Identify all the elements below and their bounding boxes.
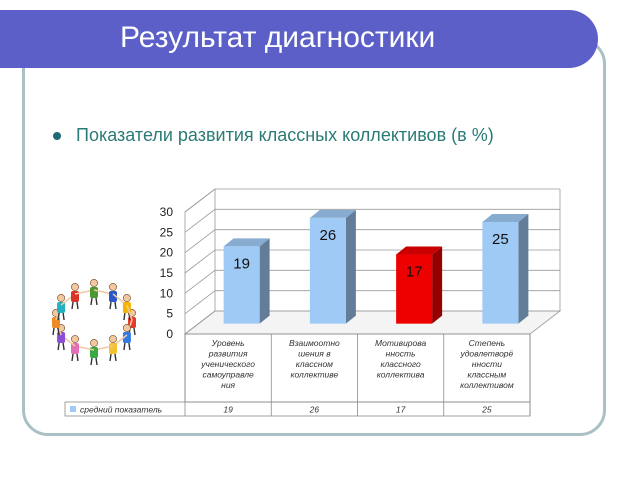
bar-side [432,246,443,324]
y-tick-label: 10 [160,286,174,300]
bar-data-label: 26 [320,227,337,244]
table-value: 17 [396,405,406,415]
table-value: 19 [223,405,233,415]
slide-title: Результат диагностики [120,21,436,54]
y-tick-label: 30 [160,205,174,219]
bar-top [396,246,443,255]
bar [309,217,346,324]
table-value: 25 [481,405,492,415]
y-tick-label: 25 [160,225,174,239]
gridline [184,208,560,233]
bar [482,221,519,324]
bar-data-label: 25 [492,231,509,248]
bar-data-label: 19 [233,255,250,272]
slide-subtitle: Показатели развития классных коллективов… [76,125,494,145]
bullet-icon [53,132,61,140]
x-tick-label: Уровень развития ученического самоуправле ни… [200,338,255,390]
gridline [184,229,560,253]
y-tick-label: 15 [160,266,174,280]
bar [396,254,433,324]
legend-swatch [70,406,76,412]
y-tick-label: 20 [160,246,174,260]
bar-side [345,209,356,324]
y-tick-label: 0 [166,327,173,341]
bar [223,246,260,324]
bar-top [309,209,356,218]
gridline [184,290,560,314]
gridline [184,249,560,274]
children-circle-clipart [52,279,136,366]
gridline [184,310,560,335]
x-tick-label: Мотивирова нность классного коллектива [375,338,426,380]
bar-data-label: 17 [406,264,423,281]
x-tick-label: Степень удовлетворё нности классным коллекти… [459,338,513,390]
bar-top [223,238,270,247]
table-value: 26 [309,405,320,415]
bar-top [482,213,529,222]
gridline [184,188,560,213]
gridline [184,269,560,294]
bar-side [259,238,270,324]
bar-side [518,213,529,324]
y-tick-label: 5 [166,307,173,321]
title-bar [0,10,598,68]
legend-label: средний показатель [80,405,162,415]
x-tick-label: Взаимоотно шения в классном коллективе [289,338,340,380]
